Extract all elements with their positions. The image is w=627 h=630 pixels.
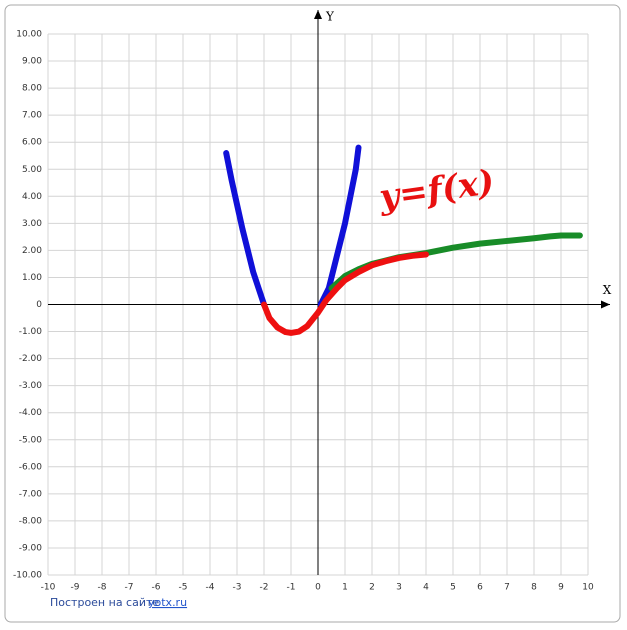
- x-tick-label: 5: [450, 583, 456, 593]
- x-tick-label: 1: [342, 583, 348, 593]
- x-tick-label: -10: [41, 583, 56, 593]
- y-tick-label: 9.00: [22, 57, 42, 67]
- x-tick-label: 3: [396, 583, 402, 593]
- x-axis-label: X: [603, 283, 612, 297]
- x-tick-label: -4: [206, 583, 215, 593]
- y-tick-label: 5.00: [22, 165, 42, 175]
- y-tick-label: -1.00: [19, 327, 43, 337]
- x-tick-label: -1: [287, 583, 296, 593]
- x-tick-label: -2: [260, 583, 269, 593]
- x-tick-label: 10: [582, 583, 594, 593]
- y-tick-label: 6.00: [22, 138, 42, 148]
- y-tick-label: -5.00: [19, 435, 43, 445]
- x-tick-label: 2: [369, 583, 375, 593]
- y-tick-label: -2.00: [19, 354, 43, 364]
- x-tick-label: -9: [71, 583, 80, 593]
- x-tick-label: 8: [531, 583, 537, 593]
- y-tick-label: 0: [36, 300, 42, 310]
- y-arrow: [314, 10, 322, 19]
- credit-text: Построен на сайте: [50, 596, 159, 609]
- x-tick-label: 7: [504, 583, 510, 593]
- y-tick-label: 8.00: [22, 84, 42, 94]
- y-axis-label: Y: [325, 10, 335, 24]
- x-tick-label: 9: [558, 583, 564, 593]
- y-tick-label: 1.00: [22, 273, 42, 283]
- y-tick-label: 2.00: [22, 246, 42, 256]
- credit-link[interactable]: yotx.ru: [148, 596, 187, 609]
- frame: [4, 4, 621, 623]
- y-tick-label: -8.00: [19, 516, 43, 526]
- x-tick-label: -7: [125, 583, 134, 593]
- y-tick-label: 4.00: [22, 192, 42, 202]
- x-tick-label: 4: [423, 583, 429, 593]
- y-tick-label: -10.00: [13, 571, 42, 581]
- x-tick-label: 0: [315, 583, 321, 593]
- y-tick-label: -6.00: [19, 462, 43, 472]
- y-tick-label: -4.00: [19, 408, 43, 418]
- x-tick-label: -3: [233, 583, 242, 593]
- y-tick-label: -7.00: [19, 489, 43, 499]
- x-tick-label: -5: [179, 583, 188, 593]
- x-tick-label: -8: [98, 583, 107, 593]
- x-tick-label: -6: [152, 583, 161, 593]
- y-tick-label: -3.00: [19, 381, 43, 391]
- y-tick-label: 10.00: [16, 30, 42, 40]
- y-tick-label: 7.00: [22, 111, 42, 121]
- y-tick-label: 3.00: [22, 219, 42, 229]
- x-arrow: [601, 300, 610, 309]
- x-tick-label: 6: [477, 583, 483, 593]
- y-tick-label: -9.00: [19, 543, 43, 553]
- curve: [261, 251, 429, 336]
